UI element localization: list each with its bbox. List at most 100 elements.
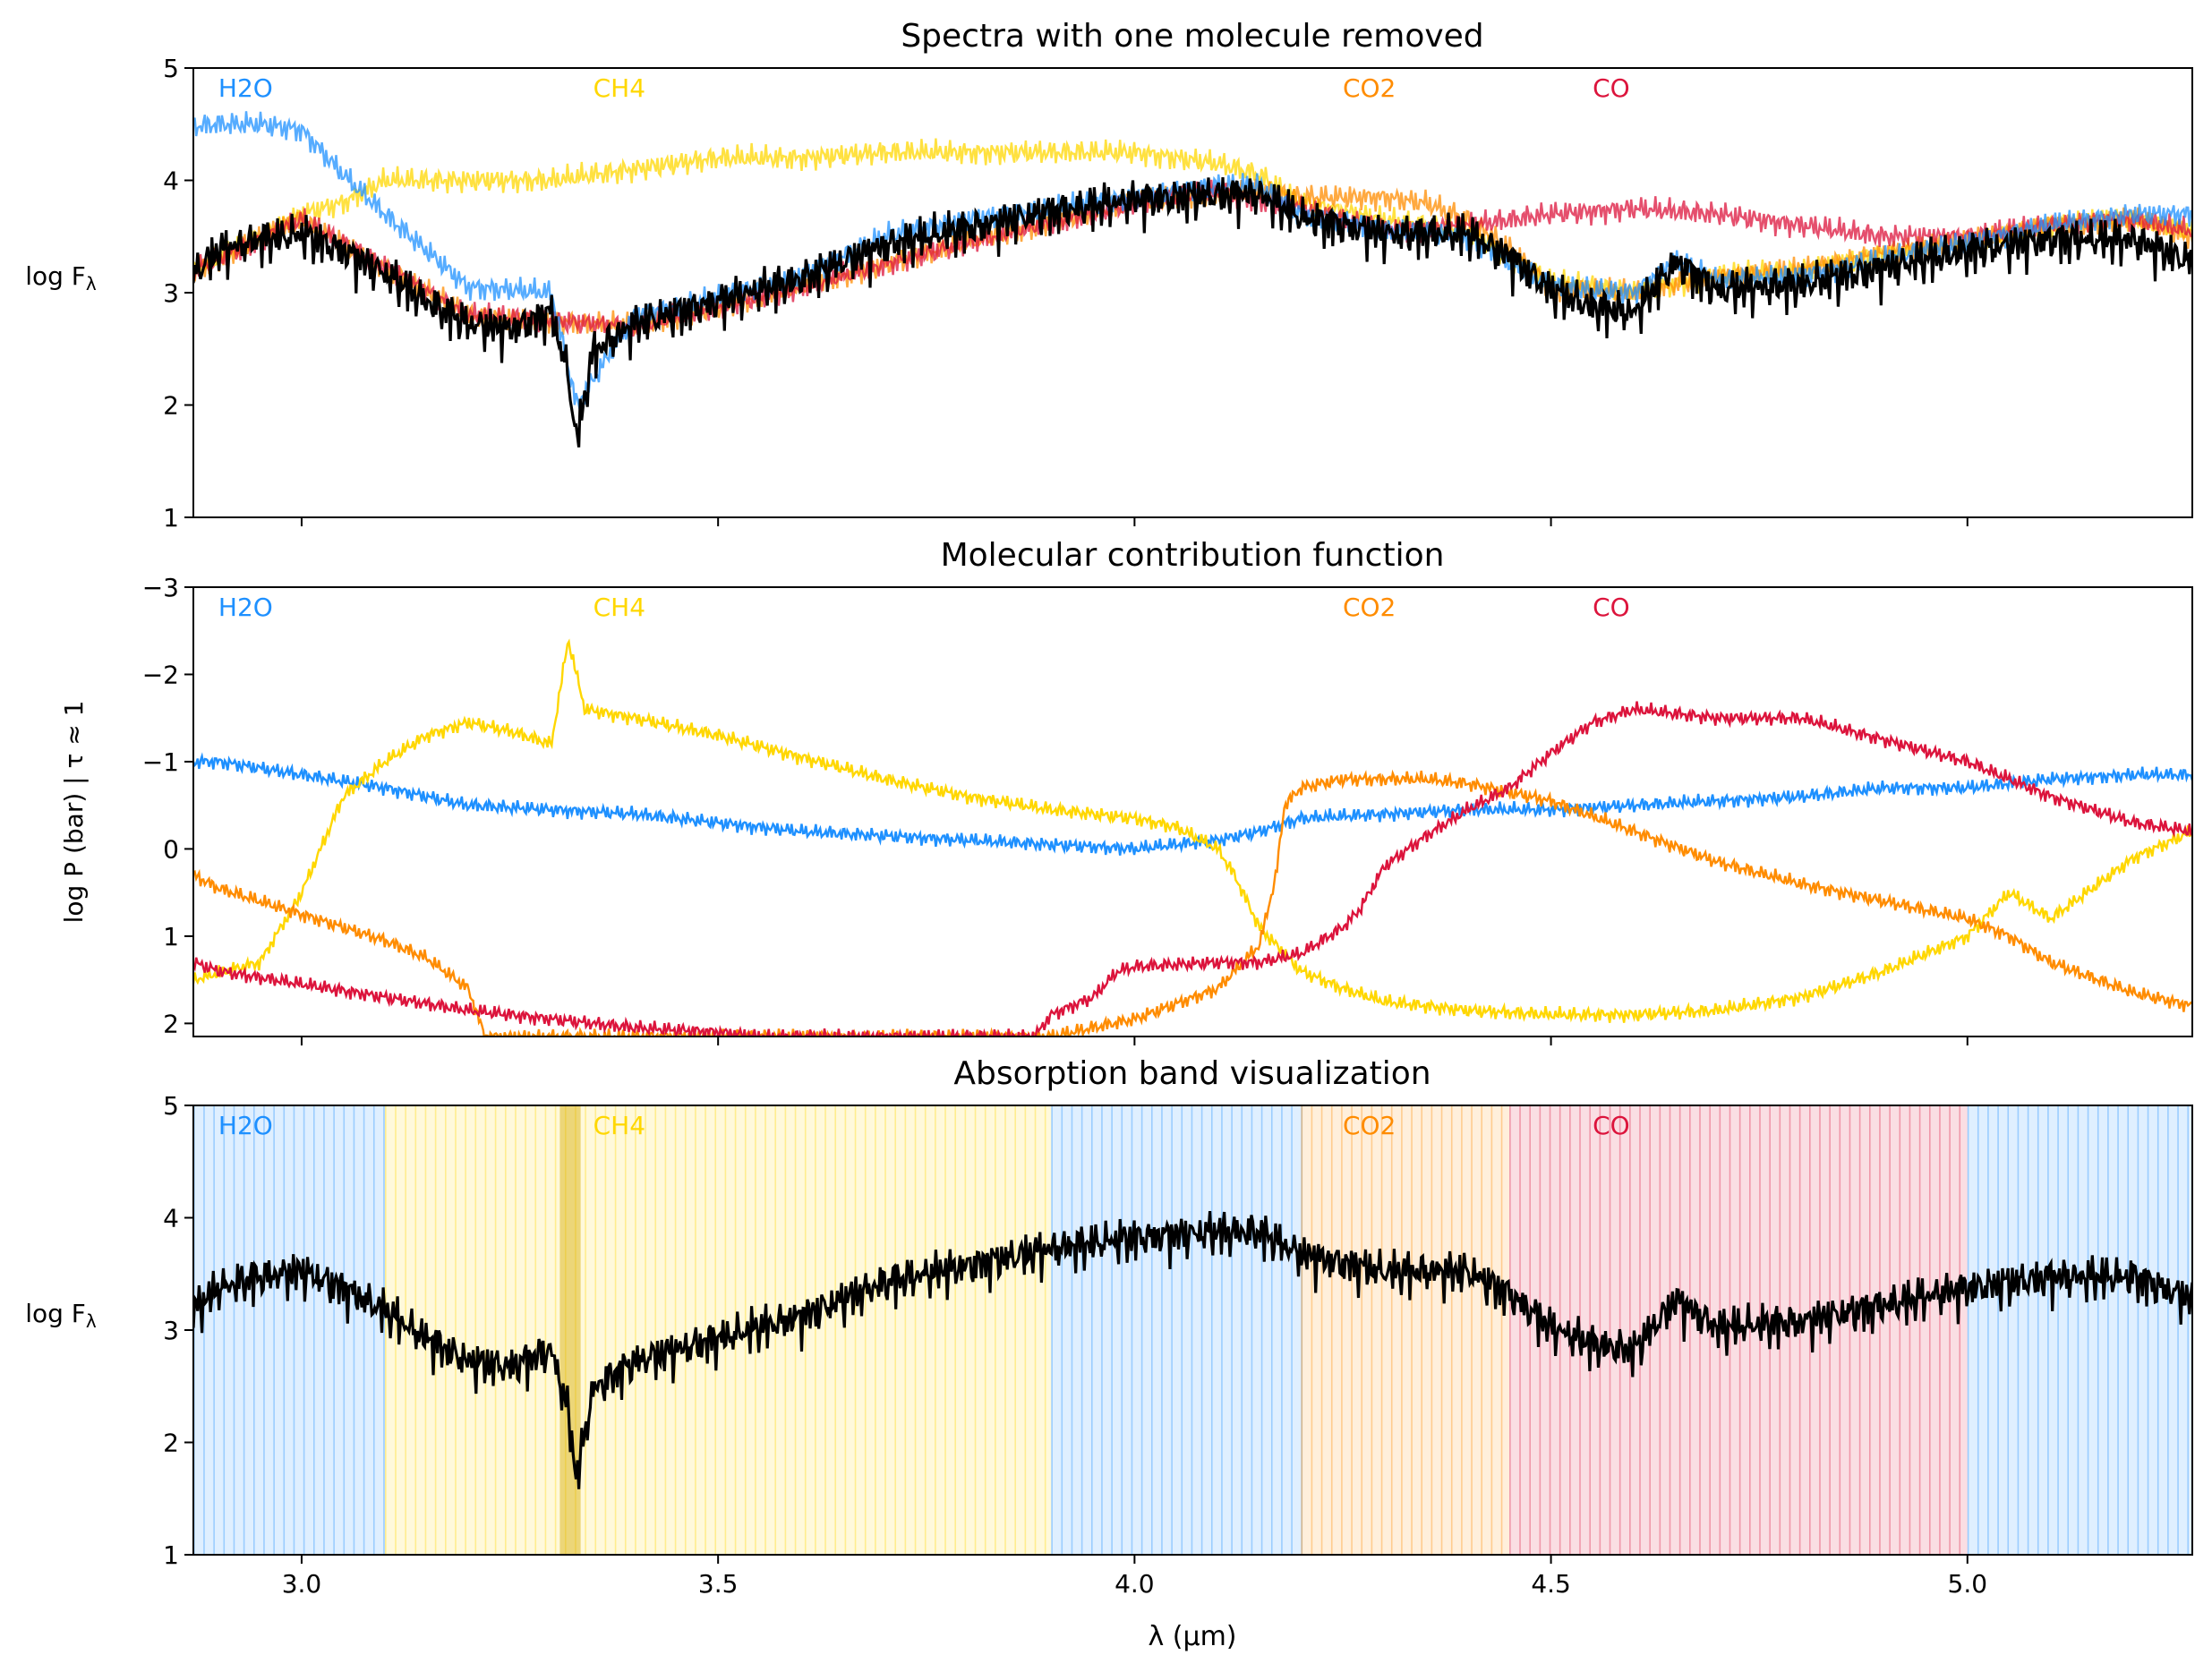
molecule-label: CO2 bbox=[1343, 73, 1396, 103]
band-line bbox=[1171, 1105, 1173, 1555]
band-line bbox=[515, 1105, 517, 1555]
band-line bbox=[2117, 1105, 2119, 1555]
band-line bbox=[984, 1105, 986, 1555]
band-line bbox=[684, 1105, 687, 1555]
band-line bbox=[1899, 1105, 1901, 1555]
y-axis-label: log Fλ bbox=[25, 261, 97, 294]
band-line bbox=[1659, 1105, 1661, 1555]
band-line bbox=[1241, 1105, 1243, 1555]
y-tick-label: 2 bbox=[163, 391, 179, 421]
y-tick-label: 4 bbox=[163, 1204, 179, 1233]
band-line bbox=[1967, 1105, 1969, 1555]
band-line bbox=[635, 1105, 636, 1555]
molecule-label: H2O bbox=[218, 593, 273, 622]
y-tick-label: 3 bbox=[163, 278, 179, 308]
y-tick-label: 5 bbox=[163, 54, 179, 83]
band-line bbox=[544, 1105, 547, 1555]
band-line bbox=[854, 1105, 857, 1555]
band-line bbox=[2047, 1105, 2049, 1555]
band-line bbox=[1210, 1105, 1213, 1555]
band-line bbox=[252, 1105, 255, 1555]
band-line bbox=[1121, 1105, 1123, 1555]
molecule-label: H2O bbox=[218, 1111, 273, 1140]
band-line bbox=[1024, 1105, 1027, 1555]
band-line bbox=[534, 1105, 537, 1555]
band-line bbox=[1709, 1105, 1711, 1555]
band-line bbox=[233, 1105, 235, 1555]
y-tick-label: 1 bbox=[163, 922, 179, 951]
x-tick-label: 4.5 bbox=[1531, 1569, 1571, 1599]
band-line bbox=[353, 1105, 355, 1555]
band-line bbox=[1689, 1105, 1691, 1555]
molecule-label: CH4 bbox=[594, 1111, 645, 1140]
series-line-CO bbox=[193, 701, 2192, 1036]
band-line bbox=[1549, 1105, 1551, 1555]
band-line bbox=[384, 1105, 387, 1555]
series-line-CH4 bbox=[193, 638, 2192, 1023]
y-tick-label: −1 bbox=[142, 747, 179, 777]
y-tick-label: 2 bbox=[163, 1429, 179, 1458]
band-line bbox=[1260, 1105, 1263, 1555]
plot-area: H2O CH4 CO2 CO bbox=[193, 1105, 2192, 1555]
band-line bbox=[924, 1105, 927, 1555]
band-line bbox=[1879, 1105, 1881, 1555]
band-line bbox=[1034, 1105, 1037, 1555]
series-group bbox=[193, 1105, 2192, 1555]
band-line bbox=[1918, 1105, 1921, 1555]
band-line bbox=[1161, 1105, 1163, 1555]
band-line bbox=[1251, 1105, 1253, 1555]
band-line bbox=[1061, 1105, 1063, 1555]
y-tick-label: 4 bbox=[163, 166, 179, 196]
band-line bbox=[1351, 1105, 1353, 1555]
molecule-label: CO2 bbox=[1343, 593, 1396, 622]
band-line bbox=[1390, 1105, 1393, 1555]
band-line bbox=[333, 1105, 335, 1555]
x-tick-label: 3.0 bbox=[282, 1569, 322, 1599]
band-line bbox=[1051, 1105, 1053, 1555]
band-line bbox=[1411, 1105, 1413, 1555]
band-line bbox=[614, 1105, 617, 1555]
band-line bbox=[283, 1105, 286, 1555]
band-line bbox=[1291, 1105, 1293, 1555]
band-line bbox=[1421, 1105, 1423, 1555]
band-line bbox=[484, 1105, 487, 1555]
series-line-CO2 bbox=[193, 769, 2192, 1036]
band-line bbox=[914, 1105, 917, 1555]
y-axis: 1 2 3 4 5 bbox=[163, 1091, 193, 1570]
band-line bbox=[1090, 1105, 1093, 1555]
band-line bbox=[624, 1105, 627, 1555]
band-line bbox=[1729, 1105, 1731, 1555]
y-axis-label: log P (bar) | τ ≈ 1 bbox=[59, 701, 89, 924]
panel-title: Spectra with one molecule removed bbox=[901, 18, 1483, 55]
band-line bbox=[594, 1105, 597, 1555]
band-line bbox=[1471, 1105, 1473, 1555]
panel-title: Absorption band visualization bbox=[953, 1055, 1431, 1092]
y-axis: 1 2 3 4 5 bbox=[163, 54, 193, 533]
molecule-label: CH4 bbox=[594, 593, 645, 622]
band-line bbox=[864, 1105, 867, 1555]
y-tick-label: 2 bbox=[163, 1009, 179, 1038]
band-line bbox=[203, 1105, 205, 1555]
y-tick-label: −2 bbox=[142, 660, 179, 689]
band-line bbox=[455, 1105, 457, 1555]
band-line bbox=[2167, 1105, 2169, 1555]
series-group bbox=[193, 638, 2192, 1036]
band-line bbox=[1509, 1105, 1511, 1555]
band-line bbox=[1440, 1105, 1443, 1555]
band-line bbox=[1500, 1105, 1503, 1555]
band-line bbox=[1809, 1105, 1811, 1555]
band-line bbox=[2077, 1105, 2080, 1555]
band-line bbox=[1450, 1105, 1453, 1555]
band-line bbox=[1529, 1105, 1531, 1555]
band-line bbox=[2057, 1105, 2059, 1555]
band-line bbox=[964, 1105, 967, 1555]
band-line bbox=[1150, 1105, 1153, 1555]
band-line bbox=[604, 1105, 607, 1555]
axes-frame bbox=[192, 586, 2193, 1037]
band-line bbox=[1749, 1105, 1751, 1555]
band-line bbox=[474, 1105, 477, 1555]
band-line bbox=[944, 1105, 946, 1555]
band-line bbox=[804, 1105, 807, 1555]
band-line bbox=[2067, 1105, 2070, 1555]
